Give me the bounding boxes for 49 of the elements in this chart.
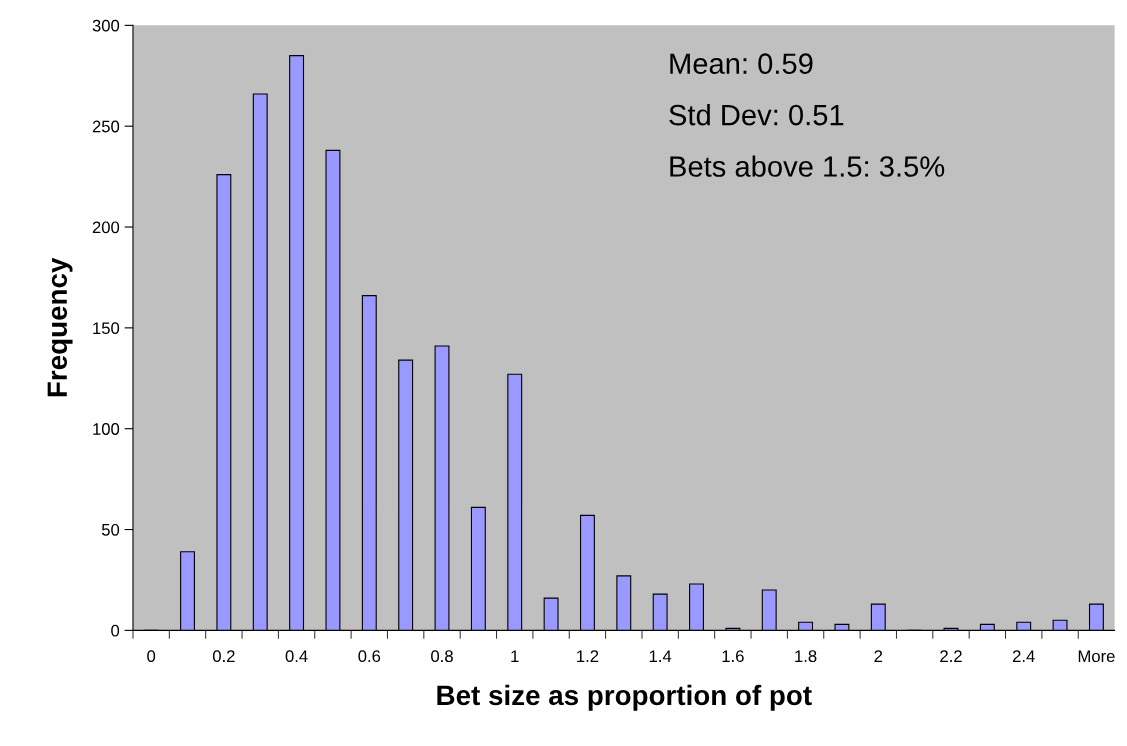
bar — [361, 295, 377, 631]
bar — [216, 174, 232, 631]
y-tick-label: 100 — [93, 423, 120, 435]
bar — [579, 514, 595, 631]
bar — [252, 93, 268, 631]
y-tick-label: 200 — [92, 221, 120, 234]
x-tick-label: 2 — [874, 650, 883, 662]
x-tick-label: 1.6 — [722, 650, 744, 663]
x-tick-label: 1.2 — [577, 650, 599, 662]
bar — [398, 359, 414, 631]
bar — [652, 593, 668, 631]
x-tick-label: 1.8 — [795, 650, 817, 663]
annotation: Std Dev: 0.51 — [669, 104, 844, 126]
bar — [289, 55, 305, 631]
bar — [834, 623, 850, 631]
x-tick-label: 0.4 — [285, 650, 308, 663]
x-tick-label: More — [1078, 650, 1115, 663]
x-tick-label: 0.6 — [358, 650, 381, 663]
y-tick-label: 250 — [92, 120, 120, 133]
y-tick-label: 0 — [111, 624, 120, 637]
x-axis-title: Bet size as proportion of pot — [437, 684, 812, 711]
bar — [761, 589, 777, 631]
x-tick-label: 2.2 — [940, 650, 962, 662]
bar — [543, 597, 559, 631]
x-tick-label: 1.4 — [649, 650, 672, 662]
x-tick-label: 0.2 — [212, 650, 235, 663]
bar — [1088, 603, 1104, 631]
bar — [180, 551, 195, 631]
bar — [1016, 621, 1032, 631]
bar — [689, 583, 704, 631]
y-tick-label: 300 — [92, 19, 120, 32]
x-tick-label: 0 — [147, 650, 156, 663]
bar — [870, 603, 886, 631]
y-tick-label: 150 — [93, 322, 120, 335]
bar — [325, 149, 341, 631]
bar — [507, 373, 523, 631]
x-tick-label: 0.8 — [431, 650, 453, 663]
bar — [1052, 619, 1068, 631]
x-tick-label: 1 — [511, 650, 519, 662]
x-tick-label: 2.4 — [1012, 650, 1035, 662]
y-tick-label: 50 — [101, 523, 120, 536]
bar — [616, 575, 632, 631]
annotation: Mean: 0.59 — [670, 53, 813, 75]
y-axis-title: Frequency — [47, 257, 73, 397]
bar — [470, 506, 486, 631]
bar — [434, 345, 450, 631]
bar — [798, 621, 814, 631]
annotation: Bets above 1.5: 3.5% — [670, 155, 945, 177]
bar — [979, 623, 995, 631]
